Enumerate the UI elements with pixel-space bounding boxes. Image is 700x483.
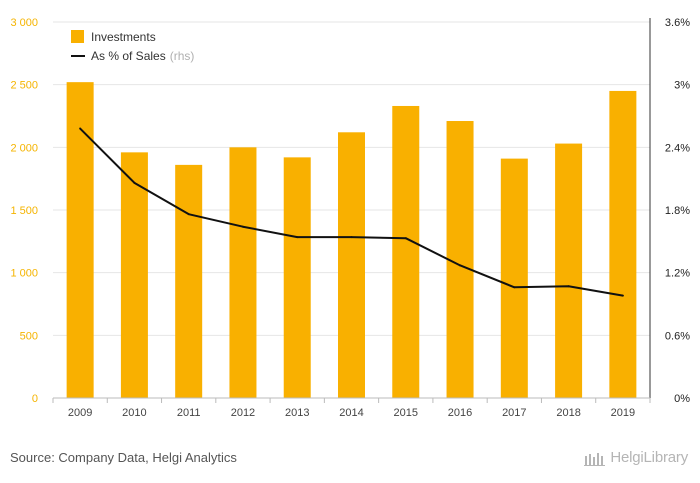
bars	[66, 82, 637, 399]
x-tick-label: 2012	[231, 407, 255, 419]
line-series	[79, 127, 624, 297]
bar-investments-2015	[392, 105, 420, 399]
legend-sales-pct-note: (rhs)	[170, 49, 195, 63]
x-tick-label: 2013	[285, 407, 309, 419]
x-tick-label: 2017	[502, 407, 526, 419]
bar-investments-2012	[229, 147, 257, 398]
legend-sales-pct-label: As % of Sales (rhs)	[91, 49, 194, 63]
source-note: Source: Company Data, Helgi Analytics	[10, 450, 237, 465]
x-tick-label: 2011	[177, 407, 201, 419]
bar-investments-2018	[555, 143, 583, 398]
left-tick-label: 500	[20, 330, 38, 342]
left-tick-label: 3 000	[10, 17, 38, 29]
bar-investments-2014	[338, 132, 365, 398]
right-tick-label: 1.8%	[665, 205, 690, 217]
x-tick-label: 2016	[448, 407, 472, 419]
combo-chart: 0 500 1 000 1 500 2 000 2 500 3 000 0% 0.6% 1.2%…	[10, 17, 690, 419]
x-tick-label: 2019	[611, 407, 635, 419]
brand-logo: HelgiLibrary	[584, 449, 688, 466]
brand-name: HelgiLibrary	[610, 449, 688, 466]
legend-investments-label: Investments	[91, 30, 156, 44]
bar-investments-2017	[500, 158, 528, 398]
point-sales-pct-2009	[79, 127, 82, 130]
legend: Investments As % of Sales (rhs)	[71, 30, 194, 63]
bar-investments-2011	[175, 164, 203, 398]
right-tick-label: 0%	[674, 393, 690, 405]
point-sales-pct-2012	[241, 225, 244, 228]
point-sales-pct-2016	[459, 264, 462, 267]
bar-investments-2010	[120, 152, 148, 398]
bar-investments-2016	[446, 121, 474, 398]
left-tick-label: 2 000	[10, 142, 38, 154]
x-tick-label: 2009	[68, 407, 92, 419]
x-tick-label: 2010	[122, 407, 146, 419]
right-tick-label: 1.2%	[665, 268, 690, 280]
right-tick-label: 0.6%	[665, 330, 690, 342]
left-tick-label: 2 500	[10, 80, 38, 92]
x-axis: 2009 2010 2011 2012 2013 2014 2015 2016 2017 2018…	[52, 397, 651, 419]
point-sales-pct-2015	[404, 237, 407, 240]
library-icon	[584, 452, 606, 466]
legend-sales-pct-name: As % of Sales	[91, 49, 166, 63]
point-sales-pct-2017	[513, 286, 516, 289]
point-sales-pct-2018	[567, 285, 570, 288]
bar-investments-2013	[283, 157, 311, 398]
point-sales-pct-2011	[187, 213, 190, 216]
point-sales-pct-2014	[350, 236, 353, 239]
point-sales-pct-2010	[133, 181, 136, 184]
x-tick-label: 2014	[339, 407, 363, 419]
left-tick-label: 0	[32, 393, 38, 405]
left-tick-label: 1 500	[10, 205, 38, 217]
legend-investments-swatch	[71, 30, 84, 43]
x-tick-label: 2015	[394, 407, 418, 419]
x-tick-label: 2018	[556, 407, 580, 419]
right-tick-label: 3.6%	[665, 17, 690, 29]
point-sales-pct-2019	[621, 294, 624, 297]
right-tick-label: 2.4%	[665, 142, 690, 154]
right-axis: 0% 0.6% 1.2% 1.8% 2.4% 3% 3.6%	[649, 17, 690, 405]
right-tick-label: 3%	[674, 80, 690, 92]
point-sales-pct-2013	[296, 236, 299, 239]
bar-investments-2009	[66, 82, 94, 398]
left-axis: 0 500 1 000 1 500 2 000 2 500 3 000	[10, 17, 38, 405]
bar-investments-2019	[609, 90, 637, 398]
left-tick-label: 1 000	[10, 268, 38, 280]
